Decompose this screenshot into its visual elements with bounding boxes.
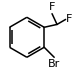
Text: F: F xyxy=(49,2,55,12)
Text: Br: Br xyxy=(48,59,60,69)
Text: F: F xyxy=(66,14,73,24)
